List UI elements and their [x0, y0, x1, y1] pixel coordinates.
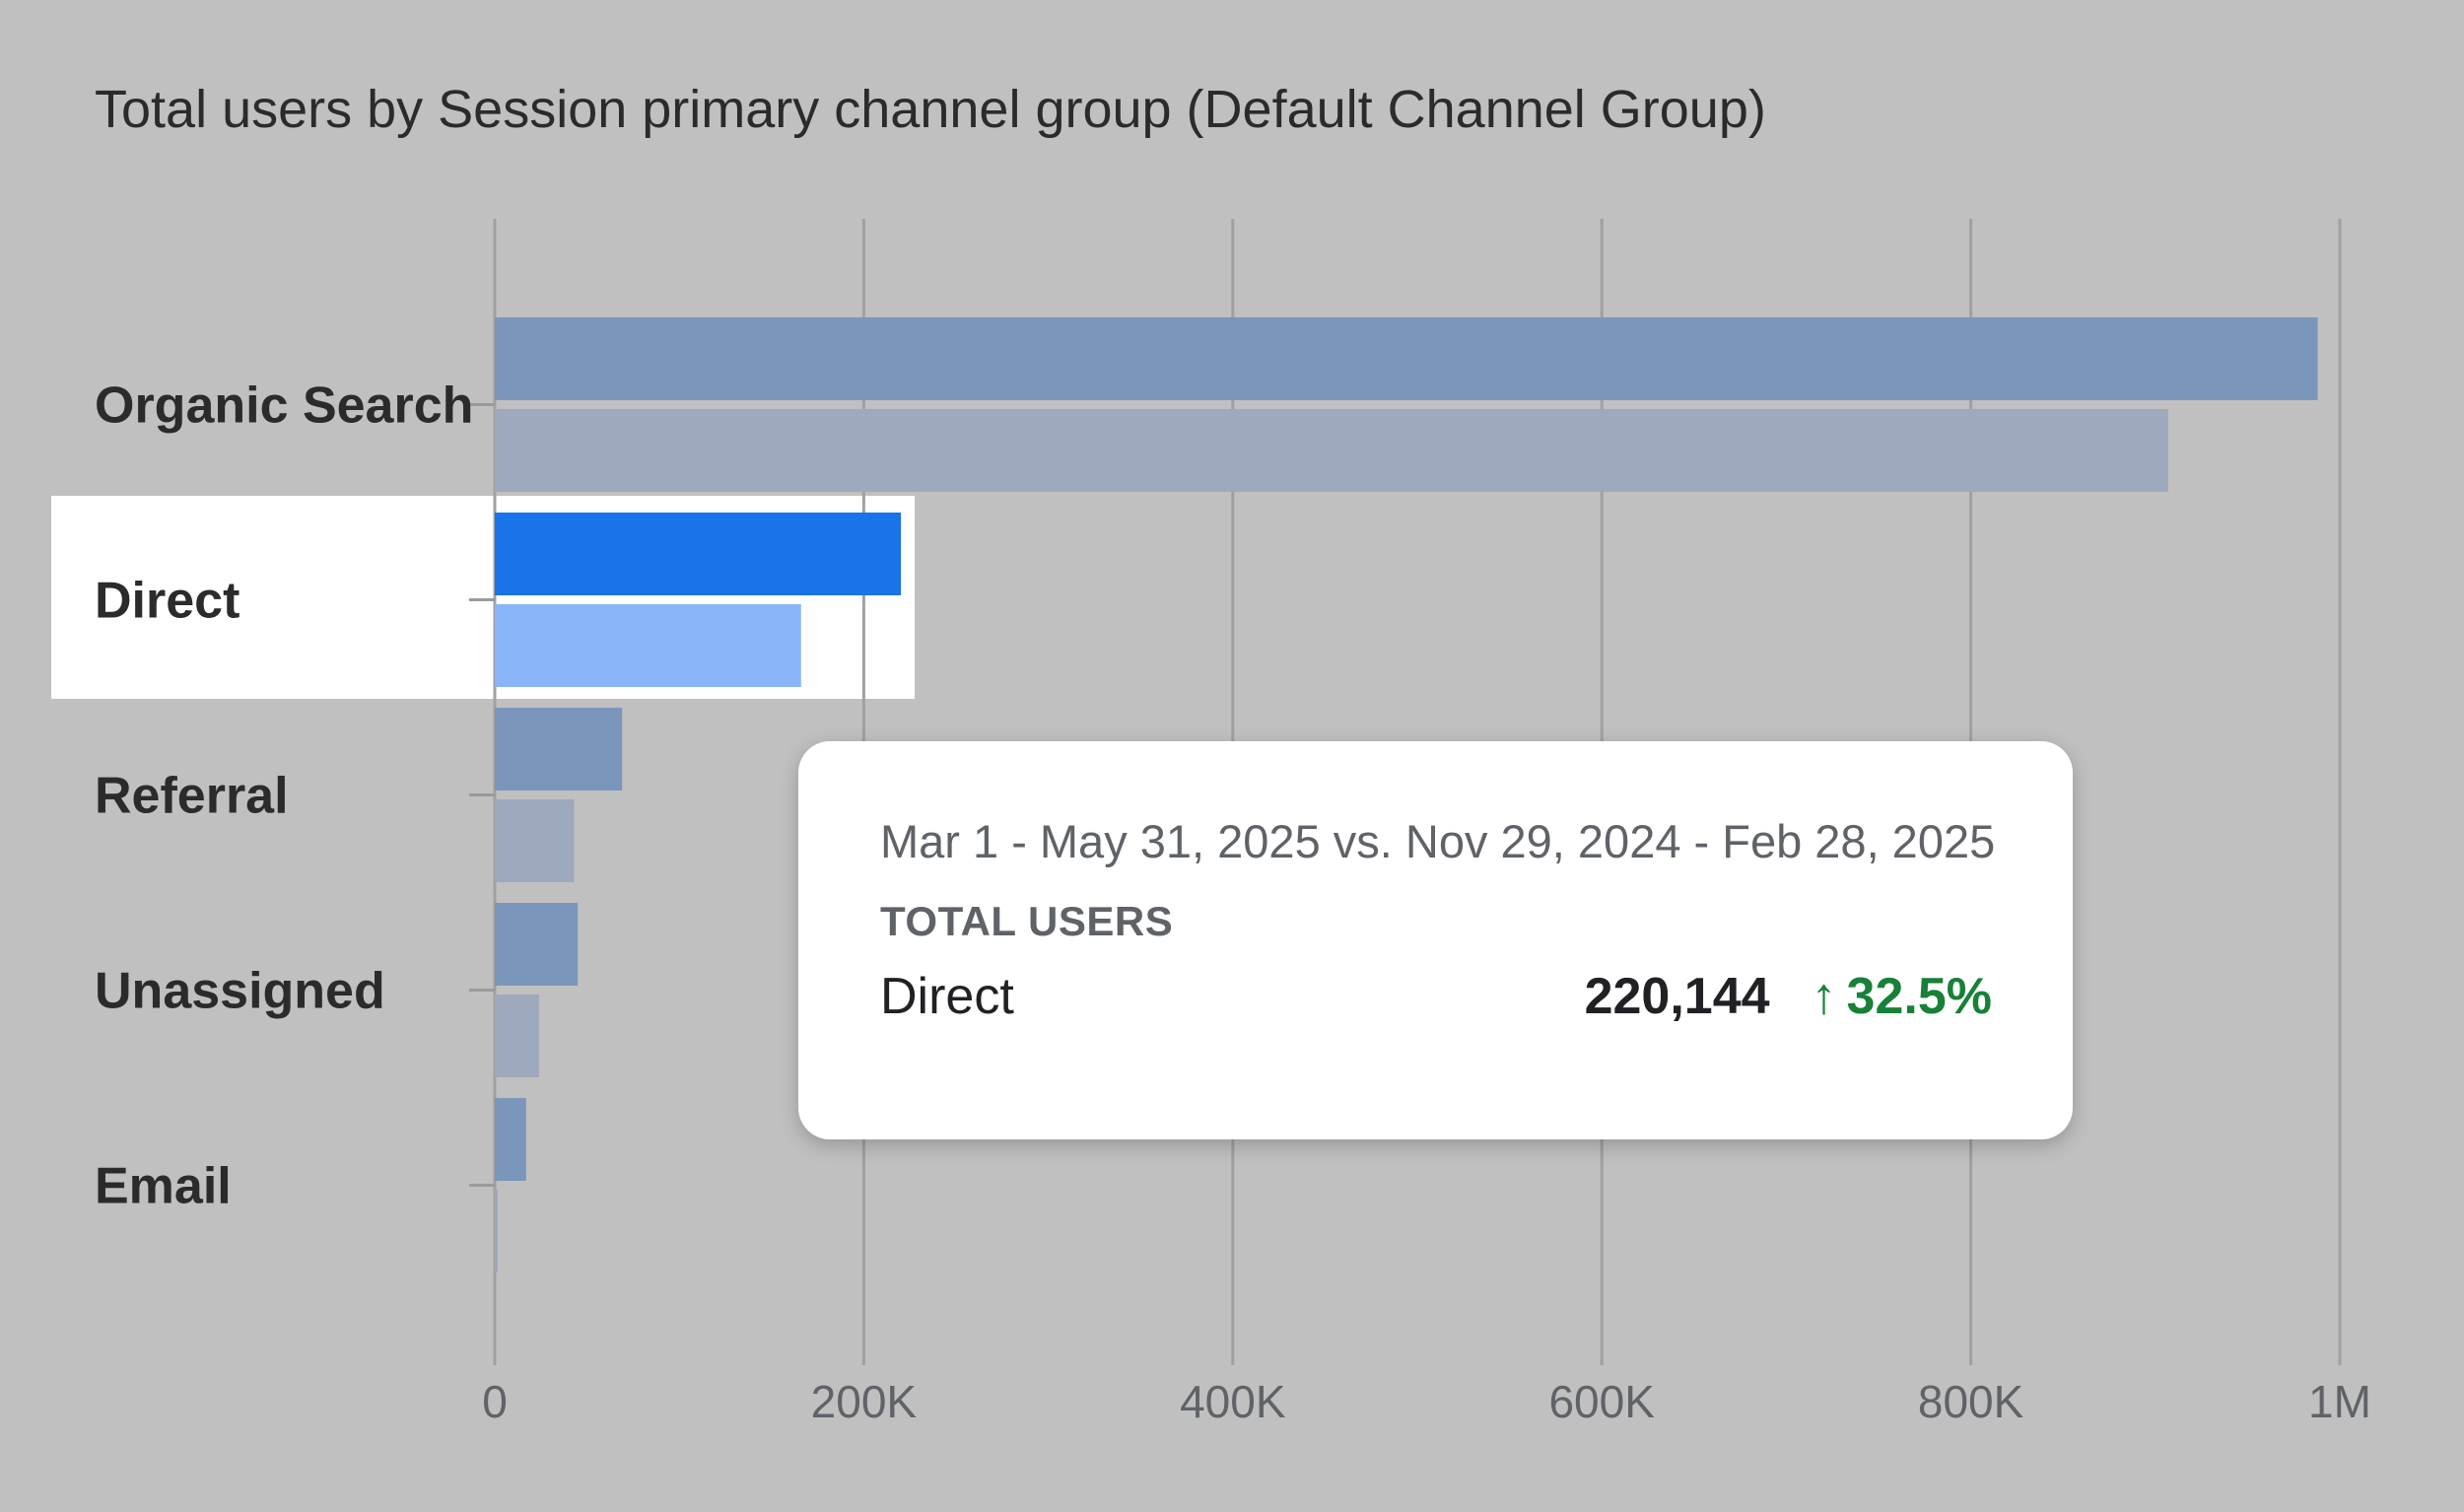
- bar-current: [495, 903, 579, 986]
- x-tick-label: 400K: [1180, 1376, 1286, 1427]
- category-label: Unassigned: [95, 963, 385, 1020]
- x-tick-label: 200K: [811, 1376, 918, 1427]
- bar-previous: [495, 995, 539, 1077]
- x-tick-label: 600K: [1548, 1376, 1655, 1427]
- category-label: Direct: [95, 573, 240, 630]
- bar-previous: [495, 799, 575, 882]
- tooltip-metric-label: TOTAL USERS: [880, 898, 1174, 944]
- bar-current: [495, 513, 902, 595]
- x-tick-label: 0: [482, 1376, 508, 1427]
- tooltip-value: 220,144: [1584, 968, 1770, 1025]
- bar-previous: [495, 1190, 498, 1272]
- category-label: Email: [95, 1158, 232, 1215]
- chart-title: Total users by Session primary channel g…: [95, 80, 1766, 139]
- category-label: Organic Search: [95, 378, 473, 435]
- chart-tooltip: Mar 1 - May 31, 2025 vs. Nov 29, 2024 - …: [798, 741, 2073, 1139]
- bar-current: [495, 1098, 526, 1181]
- arrow-up-icon: ↑: [1811, 968, 1837, 1025]
- tooltip-date-range: Mar 1 - May 31, 2025 vs. Nov 29, 2024 - …: [880, 815, 1996, 867]
- tooltip-category: Direct: [880, 968, 1014, 1025]
- tooltip-change-value: 32.5%: [1846, 968, 1992, 1025]
- bar-previous: [495, 409, 2168, 492]
- tooltip-row: Direct 220,144 ↑ 32.5%: [880, 967, 1992, 1026]
- x-tick-label: 800K: [1918, 1376, 2024, 1427]
- bar-current: [495, 317, 2318, 400]
- bar-previous: [495, 604, 801, 687]
- category-label: Referral: [95, 768, 289, 825]
- tooltip-change: ↑ 32.5%: [1812, 967, 1992, 1026]
- x-tick-label: 1M: [2308, 1376, 2371, 1427]
- bar-current: [495, 708, 623, 790]
